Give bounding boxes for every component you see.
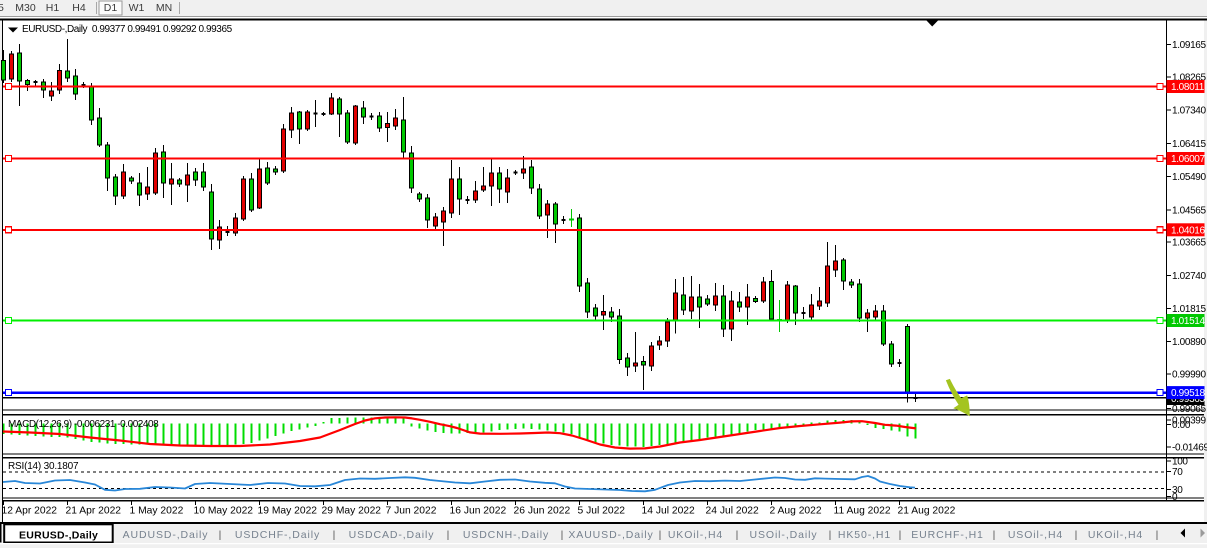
svg-text:M30: M30 xyxy=(15,2,36,14)
svg-text:USOil-,Daily: USOil-,Daily xyxy=(750,529,818,541)
svg-text:HK50-,H1: HK50-,H1 xyxy=(838,529,891,541)
svg-text:29 May 2022: 29 May 2022 xyxy=(322,506,382,517)
svg-text:|: | xyxy=(659,529,662,541)
svg-text:5: 5 xyxy=(0,2,4,14)
svg-text:RSI(14) 30.1807: RSI(14) 30.1807 xyxy=(8,461,79,472)
svg-text:|: | xyxy=(1156,529,1159,541)
svg-text:1.01815: 1.01815 xyxy=(1172,304,1206,315)
svg-text:|: | xyxy=(899,529,902,541)
svg-text:2 Aug 2022: 2 Aug 2022 xyxy=(770,506,822,517)
svg-text:26 Jun 2022: 26 Jun 2022 xyxy=(514,506,571,517)
svg-text:USOil-,H4: USOil-,H4 xyxy=(1008,529,1063,541)
svg-text:30: 30 xyxy=(1172,485,1183,496)
svg-text:-0.01469: -0.01469 xyxy=(1172,443,1207,454)
svg-text:1.02740: 1.02740 xyxy=(1172,271,1206,282)
svg-text:0.99065: 0.99065 xyxy=(1172,404,1206,415)
svg-text:1.05490: 1.05490 xyxy=(1172,172,1206,183)
svg-text:EURUSD-,Daily 0.99377 0.99491: EURUSD-,Daily 0.99377 0.99491 0.99292 0.… xyxy=(22,24,233,35)
svg-text:0: 0 xyxy=(1172,492,1178,503)
svg-text:1.08265: 1.08265 xyxy=(1172,73,1206,84)
svg-text:12 Apr 2022: 12 Apr 2022 xyxy=(2,506,58,517)
svg-text:H4: H4 xyxy=(72,2,86,14)
svg-text:|: | xyxy=(1075,529,1078,541)
svg-text:D1: D1 xyxy=(104,2,118,14)
svg-text:|: | xyxy=(219,529,222,541)
svg-text:1.01514: 1.01514 xyxy=(1171,316,1205,327)
svg-text:XAUUSD-,Daily: XAUUSD-,Daily xyxy=(568,529,653,541)
svg-text:UKOil-,H4: UKOil-,H4 xyxy=(668,529,723,541)
svg-text:1.04565: 1.04565 xyxy=(1172,205,1206,216)
svg-text:11 Aug 2022: 11 Aug 2022 xyxy=(834,506,891,517)
svg-text:1.00890: 1.00890 xyxy=(1172,337,1206,348)
svg-text:1.09165: 1.09165 xyxy=(1172,40,1206,51)
svg-text:USDCHF-,Daily: USDCHF-,Daily xyxy=(235,529,320,541)
svg-text:|: | xyxy=(447,529,450,541)
svg-text:|: | xyxy=(736,529,739,541)
svg-text:16 Jun 2022: 16 Jun 2022 xyxy=(450,506,507,517)
svg-text:100: 100 xyxy=(1172,457,1188,468)
svg-text:1.06415: 1.06415 xyxy=(1172,139,1206,150)
svg-text:1 May 2022: 1 May 2022 xyxy=(130,506,184,517)
svg-text:0.99990: 0.99990 xyxy=(1172,370,1206,381)
svg-text:H1: H1 xyxy=(46,2,60,14)
svg-text:MACD(12,26,9) -0.006231 -0.002: MACD(12,26,9) -0.006231 -0.002408 xyxy=(8,419,159,430)
svg-text:0.99518: 0.99518 xyxy=(1171,388,1205,399)
svg-text:1.07340: 1.07340 xyxy=(1172,106,1206,117)
svg-text:1.06007: 1.06007 xyxy=(1171,154,1205,165)
svg-text:|: | xyxy=(993,529,996,541)
svg-text:1.03665: 1.03665 xyxy=(1172,238,1206,249)
svg-text:USDCAD-,Daily: USDCAD-,Daily xyxy=(349,529,435,541)
svg-text:24 Jul 2022: 24 Jul 2022 xyxy=(706,506,760,517)
svg-text:|: | xyxy=(561,529,564,541)
svg-text:21 Aug 2022: 21 Aug 2022 xyxy=(898,506,956,517)
svg-text:0.99365: 0.99365 xyxy=(1171,394,1205,405)
svg-text:70: 70 xyxy=(1172,467,1183,478)
svg-text:7 Jun 2022: 7 Jun 2022 xyxy=(386,506,437,517)
svg-text:1.04016: 1.04016 xyxy=(1171,225,1205,236)
svg-text:W1: W1 xyxy=(129,2,145,14)
svg-text:10 May 2022: 10 May 2022 xyxy=(194,506,254,517)
svg-text:AUDUSD-,Daily: AUDUSD-,Daily xyxy=(123,529,209,541)
svg-text:5 Jul 2022: 5 Jul 2022 xyxy=(578,506,626,517)
svg-text:USDCNH-,Daily: USDCNH-,Daily xyxy=(463,529,549,541)
svg-text:EURUSD-,Daily: EURUSD-,Daily xyxy=(19,530,98,542)
svg-text:UKOil-,H4: UKOil-,H4 xyxy=(1088,529,1143,541)
svg-text:|: | xyxy=(829,529,832,541)
svg-text:|: | xyxy=(333,529,336,541)
svg-text:MN: MN xyxy=(156,2,172,14)
svg-text:19 May 2022: 19 May 2022 xyxy=(258,506,318,517)
svg-text:0.00: 0.00 xyxy=(1172,420,1191,431)
svg-text:0.00399: 0.00399 xyxy=(1172,416,1206,427)
svg-text:21 Apr 2022: 21 Apr 2022 xyxy=(66,506,122,517)
svg-text:EURCHF-,H1: EURCHF-,H1 xyxy=(911,529,984,541)
svg-text:1.08011: 1.08011 xyxy=(1171,82,1205,93)
svg-text:14 Jul 2022: 14 Jul 2022 xyxy=(642,506,696,517)
